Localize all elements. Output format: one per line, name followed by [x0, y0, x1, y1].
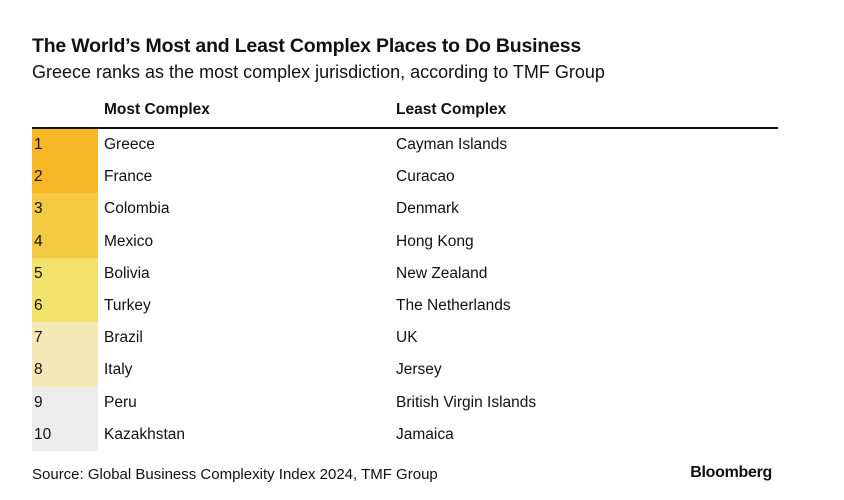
most-complex-cell: Turkey — [104, 297, 151, 314]
rank-cell: 8 — [32, 354, 98, 387]
least-complex-cell: Jamaica — [396, 425, 454, 443]
least-complex-cell: Denmark — [396, 200, 459, 218]
table-row: 6 Turkey The Netherlands — [32, 290, 778, 323]
table-row: 5 Bolivia New Zealand — [32, 257, 778, 290]
most-complex-cell: Kazakhstan — [104, 425, 185, 443]
most-complex-cell: France — [104, 168, 153, 186]
brand: Bloomberg — [690, 464, 772, 481]
least-complex-cell: Cayman Islands — [396, 136, 508, 153]
rank-cell: 10 — [32, 418, 98, 451]
table-row: 3 Colombia Denmark — [32, 193, 778, 226]
column-header: Most Complex — [104, 101, 210, 118]
most-complex-cell: Bolivia — [104, 264, 150, 282]
least-complex-cell: Hong Kong — [396, 232, 474, 250]
table-row: 8 Italy Jersey — [32, 354, 778, 387]
table-row: 4 Mexico Hong Kong — [32, 225, 778, 258]
rank-cell: 5 — [32, 257, 98, 290]
most-complex-cell: Brazil — [104, 329, 143, 347]
least-complex-cell: Jersey — [396, 361, 442, 379]
rank-cell: 2 — [32, 161, 98, 194]
least-complex-cell: British Virgin Islands — [396, 393, 537, 411]
least-complex-cell: Curacao — [396, 168, 455, 186]
title: The World’s Most and Least Complex Place… — [32, 35, 582, 57]
table-row: 10 Kazakhstan Jamaica — [32, 418, 778, 451]
source: Source: Global Business Complexity Index… — [32, 466, 438, 483]
subtitle: Greece ranks as the most complex jurisdi… — [32, 62, 605, 82]
column-header: Least Complex — [396, 101, 507, 118]
rank-cell: 7 — [32, 322, 98, 355]
header-rule — [32, 127, 778, 129]
rank-cell: 6 — [32, 290, 98, 323]
most-complex-cell: Colombia — [104, 200, 170, 218]
rank-cell: 4 — [32, 225, 98, 258]
most-complex-cell: Italy — [104, 361, 133, 379]
least-complex-cell: UK — [396, 329, 418, 347]
table-row: 7 Brazil UK — [32, 322, 778, 355]
rank-cell: 3 — [32, 193, 98, 226]
rank-cell: 1 — [32, 129, 98, 162]
table-row: 2 France Curacao — [32, 161, 778, 194]
rank-cell: 9 — [32, 386, 98, 419]
least-complex-cell: New Zealand — [396, 264, 488, 282]
least-complex-cell: The Netherlands — [396, 297, 511, 314]
most-complex-cell: Peru — [104, 393, 137, 411]
most-complex-cell: Greece — [104, 136, 155, 153]
table-row: 9 Peru British Virgin Islands — [32, 386, 778, 419]
table-row: 1 Greece Cayman Islands — [32, 129, 778, 162]
most-complex-cell: Mexico — [104, 232, 154, 250]
